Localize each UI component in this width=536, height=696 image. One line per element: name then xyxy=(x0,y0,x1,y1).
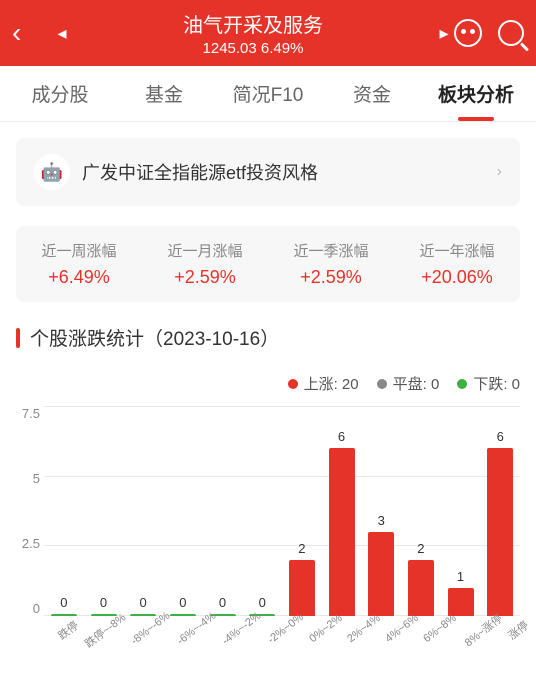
chart-bars: 000000263216 xyxy=(44,406,520,616)
chevron-right-icon: › xyxy=(497,163,502,181)
legend-label: 下跌: 0 xyxy=(473,373,520,394)
legend-item-2: 下跌: 0 xyxy=(457,373,520,394)
stat-3: 近一年涨幅 +20.06% xyxy=(394,226,520,302)
app-header: ‹ ◂ 油气开采及服务 1245.03 6.49% ▸ xyxy=(0,0,536,66)
bar-value: 2 xyxy=(298,541,305,556)
legend-dot xyxy=(377,379,387,389)
stat-value: +2.59% xyxy=(272,267,390,288)
bar-value: 2 xyxy=(417,541,424,556)
period-stats: 近一周涨幅 +6.49% 近一月涨幅 +2.59% 近一季涨幅 +2.59% 近一年涨幅 +2… xyxy=(16,226,520,302)
x-axis: 跌停跌停~-8%-8%~-6%-6%~-4%-4%~-2%-2%~0%0%~2%… xyxy=(44,616,520,666)
bar-value: 3 xyxy=(378,513,385,528)
tab-2[interactable]: 简况F10 xyxy=(216,80,320,107)
banner-text: 广发中证全指能源etf投资风格 xyxy=(82,159,485,185)
tab-bar: 成分股基金简况F10资金板块分析 xyxy=(0,66,536,122)
stock-subtitle: 1245.03 6.49% xyxy=(72,40,434,57)
bar-5: 0 xyxy=(242,406,282,616)
nav-prev-button[interactable]: ◂ xyxy=(52,23,72,44)
stat-label: 近一月涨幅 xyxy=(146,240,264,261)
stat-value: +6.49% xyxy=(20,267,138,288)
legend-label: 上涨: 20 xyxy=(304,373,359,394)
title-accent xyxy=(16,328,20,348)
bar-value: 6 xyxy=(338,429,345,444)
chart-legend: 上涨: 20 平盘: 0 下跌: 0 xyxy=(16,373,520,394)
stat-value: +20.06% xyxy=(398,267,516,288)
stat-label: 近一季涨幅 xyxy=(272,240,390,261)
bar-10: 1 xyxy=(441,406,481,616)
bar-value: 0 xyxy=(179,595,186,610)
legend-item-1: 平盘: 0 xyxy=(377,373,440,394)
bar-value: 0 xyxy=(140,595,147,610)
stock-title: 油气开采及服务 xyxy=(72,9,434,38)
legend-label: 平盘: 0 xyxy=(393,373,440,394)
tab-4[interactable]: 板块分析 xyxy=(424,80,528,107)
tab-0[interactable]: 成分股 xyxy=(8,80,112,107)
legend-dot xyxy=(288,379,298,389)
distribution-chart: 7.552.50 000000263216 跌停跌停~-8%-8%~-6%-6%… xyxy=(40,406,520,666)
bar-value: 1 xyxy=(457,569,464,584)
tab-1[interactable]: 基金 xyxy=(112,80,216,107)
bar-2: 0 xyxy=(123,406,163,616)
tab-3[interactable]: 资金 xyxy=(320,80,424,107)
legend-dot xyxy=(457,379,467,389)
content-area: 🤖 广发中证全指能源etf投资风格 › 近一周涨幅 +6.49% 近一月涨幅 +2.5… xyxy=(0,122,536,682)
section-title: 个股涨跌统计（2023-10-16） xyxy=(16,324,520,351)
legend-item-0: 上涨: 20 xyxy=(288,373,359,394)
bar-value: 0 xyxy=(219,595,226,610)
bar-0: 0 xyxy=(44,406,84,616)
stat-1: 近一月涨幅 +2.59% xyxy=(142,226,268,302)
stat-label: 近一年涨幅 xyxy=(398,240,516,261)
stat-label: 近一周涨幅 xyxy=(20,240,138,261)
header-title-area: 油气开采及服务 1245.03 6.49% xyxy=(72,9,434,57)
bar-7: 6 xyxy=(322,406,362,616)
bar-1: 0 xyxy=(84,406,124,616)
bar-rect xyxy=(368,532,394,616)
header-actions xyxy=(454,19,524,47)
y-axis: 7.552.50 xyxy=(16,406,40,616)
etf-banner[interactable]: 🤖 广发中证全指能源etf投资风格 › xyxy=(16,138,520,206)
stat-0: 近一周涨幅 +6.49% xyxy=(16,226,142,302)
bar-value: 0 xyxy=(259,595,266,610)
bar-9: 2 xyxy=(401,406,441,616)
bar-rect xyxy=(408,560,434,616)
stat-2: 近一季涨幅 +2.59% xyxy=(268,226,394,302)
bar-rect xyxy=(329,448,355,616)
bar-3: 0 xyxy=(163,406,203,616)
nav-next-button[interactable]: ▸ xyxy=(434,23,454,44)
back-button[interactable]: ‹ xyxy=(12,17,52,49)
robot-icon: 🤖 xyxy=(34,154,70,190)
assistant-icon[interactable] xyxy=(454,19,482,47)
bar-6: 2 xyxy=(282,406,322,616)
bar-11: 6 xyxy=(480,406,520,616)
bar-4: 0 xyxy=(203,406,243,616)
bar-value: 6 xyxy=(497,429,504,444)
bar-rect xyxy=(487,448,513,616)
stat-value: +2.59% xyxy=(146,267,264,288)
bar-8: 3 xyxy=(361,406,401,616)
search-icon[interactable] xyxy=(498,20,524,46)
